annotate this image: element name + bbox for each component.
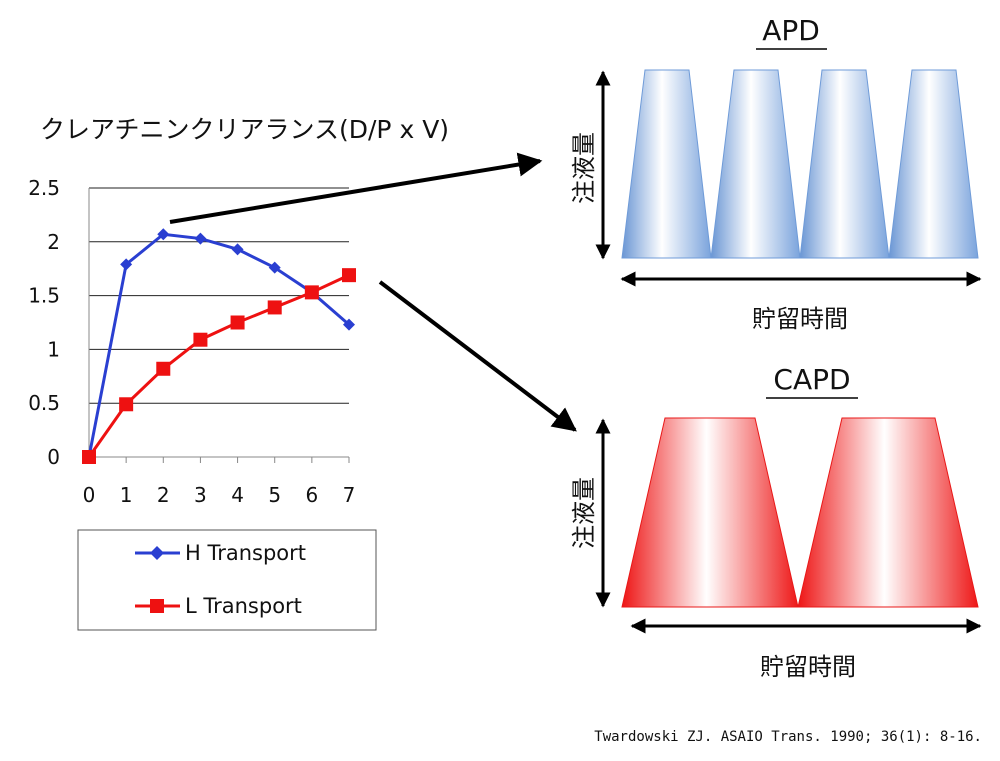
y-axis-ticks: 0 0.5 1 1.5 2 2.5	[28, 176, 60, 469]
chart-series	[82, 228, 356, 464]
x-tick-label: 6	[305, 483, 318, 507]
x-tick-label: 4	[231, 483, 244, 507]
legend-item-h: H Transport	[135, 541, 306, 565]
y-tick-label: 2	[47, 230, 60, 254]
legend-box	[77, 529, 377, 631]
x-tick-label: 5	[268, 483, 281, 507]
capd-x-label: 貯留時間	[760, 653, 856, 681]
x-tick-label: 7	[343, 483, 356, 507]
chart-title: クレアチニンクリアランス(D/P x V)	[40, 115, 449, 144]
arrow-to-capd	[378, 280, 577, 432]
x-tick-label: 2	[157, 483, 170, 507]
y-tick-label: 0	[47, 445, 60, 469]
apd-diagram: APD 注液量 貯留時間	[570, 14, 982, 333]
point-h-3	[194, 232, 207, 245]
apd-cycles	[621, 69, 979, 259]
capd-title: CAPD	[773, 363, 850, 396]
y-tick-label: 2.5	[28, 176, 60, 200]
citation: Twardowski ZJ. ASAIO Trans. 1990; 36(1):…	[594, 729, 982, 745]
point-l-7	[342, 268, 356, 283]
series-line-l	[87, 273, 350, 458]
apd-cycle-2	[710, 69, 801, 259]
legend-label-h: H Transport	[185, 541, 306, 565]
apd-y-label: 注液量	[570, 132, 598, 204]
capd-cycles	[621, 417, 979, 608]
legend-marker-h	[150, 546, 164, 560]
x-tick-label: 0	[83, 483, 96, 507]
point-l-1	[119, 397, 134, 412]
x-tick-label: 1	[120, 483, 133, 507]
point-l-0	[82, 450, 96, 464]
legend-label-l: L Transport	[185, 594, 302, 618]
y-tick-label: 1	[47, 337, 60, 361]
point-l-3	[193, 332, 208, 347]
point-h-1	[120, 258, 133, 271]
point-h-5	[268, 261, 281, 274]
legend-item-l: L Transport	[135, 594, 302, 618]
apd-cycle-1	[621, 69, 712, 259]
chart-gridlines	[89, 187, 349, 458]
capd-diagram: CAPD 注液量 貯留時間	[570, 363, 982, 681]
capd-y-label: 注液量	[570, 477, 598, 549]
capd-cycle-2	[797, 417, 979, 608]
capd-cycle-1	[621, 417, 799, 608]
point-l-6	[304, 285, 319, 300]
point-h-7	[343, 318, 355, 331]
arrow-to-apd	[169, 152, 543, 224]
legend: H Transport L Transport	[77, 529, 377, 631]
y-tick-label: 0.5	[28, 391, 60, 415]
apd-x-label: 貯留時間	[752, 305, 848, 333]
apd-cycle-3	[799, 69, 890, 259]
point-l-4	[230, 315, 245, 330]
point-h-4	[231, 243, 244, 256]
point-l-5	[267, 300, 282, 315]
x-tick-label: 3	[194, 483, 207, 507]
point-h-2	[157, 228, 170, 241]
point-l-2	[156, 361, 171, 376]
apd-cycle-4	[888, 69, 979, 259]
y-tick-label: 1.5	[28, 284, 60, 308]
apd-title: APD	[762, 14, 820, 47]
legend-marker-l	[150, 599, 164, 613]
